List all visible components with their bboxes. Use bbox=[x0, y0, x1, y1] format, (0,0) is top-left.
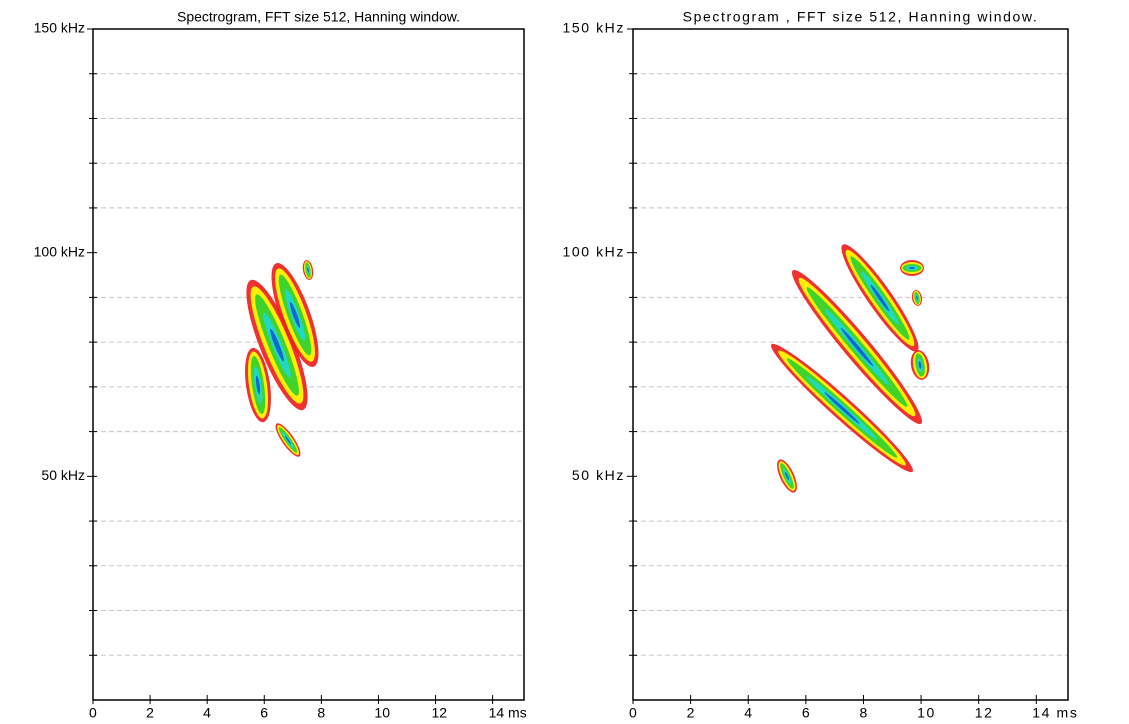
x-tick-label: 8 bbox=[317, 705, 325, 721]
plot-frame bbox=[632, 28, 1069, 701]
blob-layer bbox=[870, 284, 890, 312]
x-tick-label: 14 ms bbox=[1032, 705, 1078, 721]
x-tick-label: 2 bbox=[146, 705, 154, 721]
x-tick-label: 2 bbox=[687, 705, 696, 721]
blob-layer bbox=[285, 435, 291, 445]
blob-layer bbox=[916, 296, 918, 300]
blob-layer bbox=[255, 375, 261, 395]
x-tick-label: 0 bbox=[89, 705, 97, 721]
plot-frame bbox=[92, 28, 525, 701]
blob-layer bbox=[918, 361, 922, 369]
x-tick-label: 4 bbox=[203, 705, 211, 721]
x-tick-label: 10 bbox=[917, 705, 936, 721]
blob-layer bbox=[909, 266, 915, 270]
spectrogram-blob bbox=[910, 350, 930, 380]
y-tick-label: 50 kHz bbox=[572, 467, 625, 483]
x-tick-label: 4 bbox=[744, 705, 753, 721]
spectrogram-blob bbox=[900, 260, 924, 276]
spectrogram-blob bbox=[245, 347, 271, 423]
x-tick-label: 6 bbox=[260, 705, 268, 721]
blob-layer bbox=[270, 328, 284, 362]
blob-layer bbox=[307, 267, 309, 273]
chart-title: Spectrogram , FFT size 512, Hanning wind… bbox=[683, 9, 1039, 25]
blob-layer bbox=[824, 392, 860, 424]
spectrogram-blob bbox=[911, 290, 923, 306]
y-tick-label: 100 kHz bbox=[562, 243, 625, 259]
spectrogram-blob bbox=[791, 269, 923, 425]
blob-layer bbox=[289, 302, 301, 328]
x-tick-label: 8 bbox=[859, 705, 868, 721]
spectrogram-blob bbox=[302, 260, 314, 280]
blob-layer bbox=[784, 471, 790, 481]
spectrogram-blob bbox=[271, 263, 319, 367]
x-tick-label: 6 bbox=[802, 705, 811, 721]
panel: 50 kHz 100 kHz 150 kHz 0 2 4 6 8 10 12 14 ms Spectr… bbox=[34, 9, 527, 721]
spectrogram-blob bbox=[275, 423, 301, 457]
panel: 50 kHz 100 kHz 150 kHz 0 2 4 6 8 10 12 14 ms Spectr… bbox=[562, 9, 1078, 721]
x-tick-label: 12 bbox=[432, 705, 448, 721]
y-tick-label: 150 kHz bbox=[34, 20, 85, 36]
blob-layer bbox=[840, 327, 874, 367]
x-tick-label: 14 ms bbox=[489, 705, 527, 721]
x-tick-label: 10 bbox=[374, 705, 390, 721]
spectrogram-blob bbox=[771, 343, 913, 473]
spectrogram-blob bbox=[841, 244, 919, 352]
y-tick-label: 100 kHz bbox=[34, 243, 85, 259]
x-tick-label: 0 bbox=[629, 705, 638, 721]
y-tick-label: 50 kHz bbox=[41, 467, 85, 483]
spectrogram-blob bbox=[777, 459, 797, 493]
chart-title: Spectrogram, FFT size 512, Hanning windo… bbox=[177, 9, 460, 25]
spectrogram-blob bbox=[246, 279, 308, 411]
y-tick-label: 150 kHz bbox=[562, 20, 625, 36]
x-tick-label: 12 bbox=[975, 705, 994, 721]
